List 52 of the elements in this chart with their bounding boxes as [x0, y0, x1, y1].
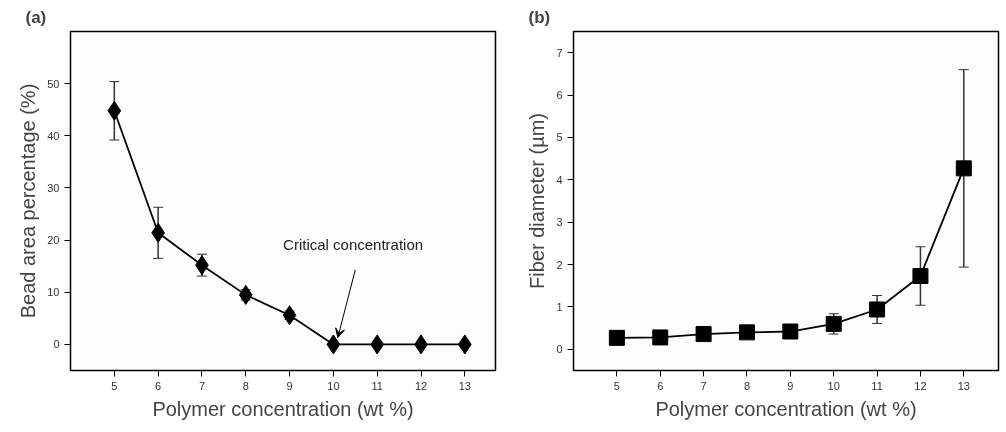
x-tick-label: 5 [613, 379, 620, 392]
x-tick-label: 13 [458, 379, 471, 392]
x-tick-label: 6 [155, 379, 162, 392]
x-tick-label: 10 [327, 379, 340, 392]
y-tick-label: 6 [556, 89, 563, 102]
x-tick-label: 11 [871, 379, 883, 392]
point [738, 324, 755, 341]
y-tick-label: 4 [556, 173, 563, 186]
point [238, 284, 253, 305]
point [326, 334, 341, 355]
point [782, 323, 799, 340]
y-tick-label: 7 [556, 46, 563, 59]
x-tick-label: 13 [957, 379, 970, 392]
x-tick-label: 6 [657, 379, 664, 392]
annotation: Critical concentration [283, 235, 424, 253]
y-tick-label: 0 [556, 343, 563, 356]
point [695, 326, 712, 343]
chart-title: (b) [528, 7, 551, 27]
x-tick-label: 5 [111, 379, 118, 392]
y-tick-label: 5 [556, 131, 563, 144]
chart-title: (a) [25, 7, 47, 27]
point [370, 334, 385, 355]
point [912, 268, 929, 284]
x-tick-label: 9 [286, 379, 293, 392]
point [869, 301, 886, 318]
x-axis-title: Polymer concentration (wt %) [655, 397, 917, 420]
point [282, 305, 297, 326]
x-tick-label: 8 [743, 379, 751, 392]
point [107, 100, 122, 121]
point [608, 329, 625, 346]
y-tick-label: 3 [556, 216, 563, 229]
y-tick-label: 20 [47, 234, 60, 247]
y-axis-title: Fiber diameter (µm) [526, 113, 549, 289]
y-tick-label: 1 [556, 300, 563, 313]
x-tick-label: 10 [827, 379, 840, 392]
x-tick-label: 7 [198, 379, 206, 392]
x-tick-label: 11 [371, 379, 383, 392]
x-tick-label: 8 [242, 379, 249, 392]
y-axis-title: Bead area percentage (%) [17, 83, 40, 319]
y-tick-label: 30 [47, 181, 60, 194]
point [955, 160, 972, 177]
x-tick-label: 7 [700, 379, 707, 392]
x-tick-label: 9 [787, 379, 794, 392]
point [652, 329, 669, 346]
x-tick-label: 12 [414, 379, 428, 392]
y-tick-label: 2 [556, 258, 563, 271]
y-tick-label: 40 [47, 129, 60, 142]
x-axis-title: Polymer concentration (wt %) [152, 397, 414, 420]
y-tick-label: 50 [47, 77, 60, 90]
y-tick-label: 10 [47, 286, 60, 299]
y-tick-label: 0 [53, 338, 60, 351]
x-tick-label: 12 [914, 379, 927, 392]
